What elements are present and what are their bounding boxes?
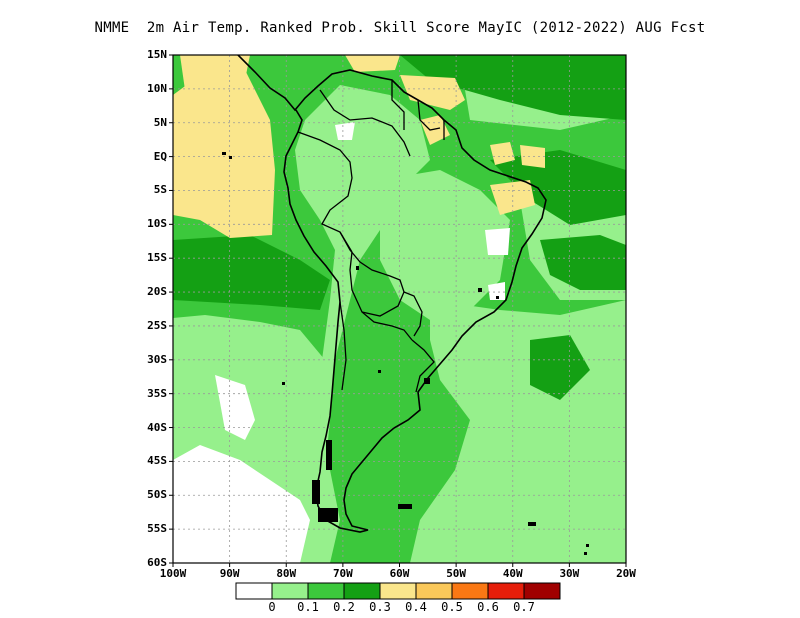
white-chile-coast xyxy=(215,375,255,440)
lat-tick-label: 60S xyxy=(147,556,167,569)
colorbar-label: 0.3 xyxy=(369,600,391,614)
yellow-north-strip xyxy=(180,55,250,95)
dark-green-atlantic xyxy=(490,150,626,225)
colorbar xyxy=(235,582,561,600)
axis-ticks xyxy=(169,54,627,567)
lat-tick-label: 50S xyxy=(147,488,167,502)
colorbar-label: 0 xyxy=(268,600,276,614)
lat-tick-label: 5S xyxy=(153,183,167,197)
lake-and-island-marks xyxy=(222,152,589,555)
light-green-brazil xyxy=(380,170,510,320)
colorbar-label: 0.7 xyxy=(513,600,535,614)
lat-tick-label: 25S xyxy=(147,318,167,332)
lat-tick-label: 30S xyxy=(147,352,167,366)
lon-tick-label: 50W xyxy=(446,567,467,580)
colorbar-label: 0.1 xyxy=(297,600,319,614)
lon-tick-label: 20W xyxy=(616,567,636,580)
lat-tick-label: 15S xyxy=(147,251,167,265)
dark-green-east xyxy=(540,235,626,290)
dark-green-south xyxy=(530,335,590,400)
yellow-northeast xyxy=(400,75,465,110)
white-brazil xyxy=(485,228,510,255)
colorbar-swatch-8 xyxy=(523,582,561,600)
lat-tick-label: 5N xyxy=(153,115,167,129)
yellow-east-pacific xyxy=(173,60,275,238)
colorbar-swatch-7 xyxy=(487,582,525,600)
white-brazil-2 xyxy=(488,282,505,300)
yellow-guiana xyxy=(420,115,450,145)
colorbar-swatch-0 xyxy=(235,582,273,600)
lon-tick-label: 40W xyxy=(502,567,523,580)
colorbar-swatch-6 xyxy=(451,582,489,600)
colorbar-swatch-2 xyxy=(307,582,345,600)
lon-tick-label: 80W xyxy=(276,567,297,580)
colorbar-swatch-1 xyxy=(271,582,309,600)
yellow-caribbean xyxy=(345,55,400,72)
white-south-pacific xyxy=(173,445,310,563)
colorbar-label: 0.5 xyxy=(441,600,463,614)
lat-tick-label: 35S xyxy=(147,386,167,400)
yellow-atlantic-2 xyxy=(520,145,545,168)
lat-tick-label: 15N xyxy=(147,48,167,61)
lat-tick-label: 10N xyxy=(147,81,167,95)
colorbar-swatch-3 xyxy=(343,582,381,600)
lat-tick-label: 20S xyxy=(147,285,167,299)
colorbar-label: 0.2 xyxy=(333,600,355,614)
yellow-atlantic-1 xyxy=(490,142,515,165)
lon-tick-label: 90W xyxy=(219,567,240,580)
country-borders xyxy=(297,80,445,393)
lat-tick-label: EQ xyxy=(153,149,167,163)
lat-tick-label: 40S xyxy=(147,420,167,434)
coastline xyxy=(237,55,547,533)
colorbar-label: 0.4 xyxy=(405,600,427,614)
colorbar-swatch-5 xyxy=(415,582,453,600)
lat-tick-label: 45S xyxy=(147,454,167,468)
grid-lines xyxy=(173,55,626,563)
lat-tick-label: 55S xyxy=(147,522,167,536)
lon-tick-label: 30W xyxy=(559,567,580,580)
lat-tick-label: 10S xyxy=(147,217,167,231)
white-amazon xyxy=(335,122,355,140)
yellow-brazil-coast xyxy=(490,180,535,215)
colorbar-swatch-4 xyxy=(379,582,417,600)
lon-tick-label: 60W xyxy=(389,567,410,580)
map-title: NMME 2m Air Temp. Ranked Prob. Skill Sco… xyxy=(94,20,706,36)
lon-tick-label: 70W xyxy=(332,567,353,580)
dark-green-pacific xyxy=(173,235,330,310)
lon-tick-label: 100W xyxy=(159,567,187,580)
colorbar-label: 0.6 xyxy=(477,600,499,614)
